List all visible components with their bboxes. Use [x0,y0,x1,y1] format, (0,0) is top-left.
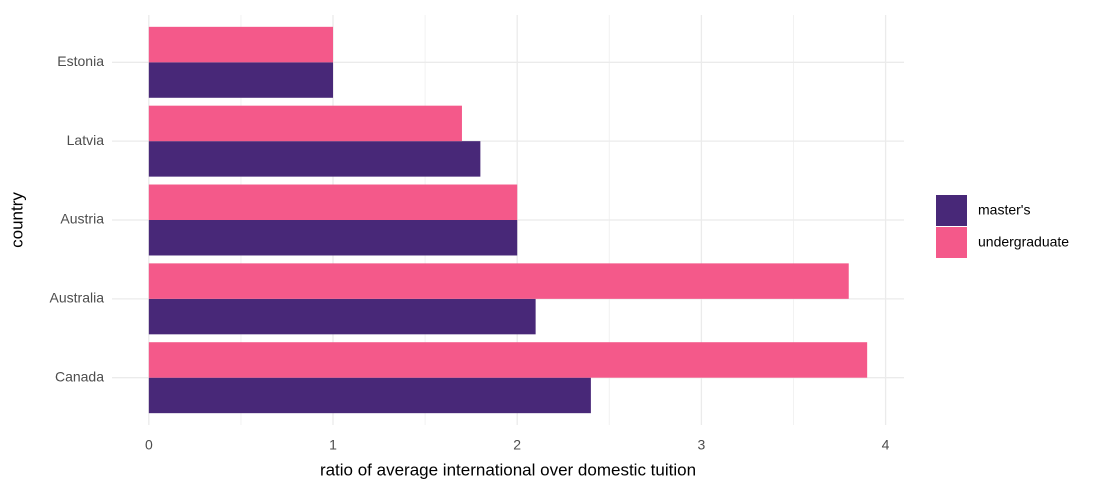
y-tick-label: Latvia [67,132,105,148]
y-tick-label: Austria [60,211,104,227]
legend-key [936,227,967,258]
x-tick-label: 0 [145,437,153,453]
x-tick-label: 1 [329,437,337,453]
bar [148,141,481,177]
bar [148,184,518,220]
x-tick-label: 2 [513,437,521,453]
bar [148,342,868,378]
x-tick-label: 3 [697,437,705,453]
bar [148,263,849,299]
bar [148,377,591,414]
y-tick-label: Estonia [57,53,104,69]
x-tick-label: 4 [882,437,890,453]
bar [148,298,536,335]
bar [148,26,334,63]
legend-label: undergraduate [978,234,1069,250]
bar [148,105,462,142]
bar [148,62,334,98]
x-axis-title: ratio of average international over dome… [320,460,696,479]
bar [148,220,518,256]
y-tick-label: Canada [55,368,104,384]
legend-key [936,195,967,226]
y-tick-label: Australia [50,290,105,306]
legend-label: master's [978,202,1030,218]
y-axis-title: country [7,192,26,248]
